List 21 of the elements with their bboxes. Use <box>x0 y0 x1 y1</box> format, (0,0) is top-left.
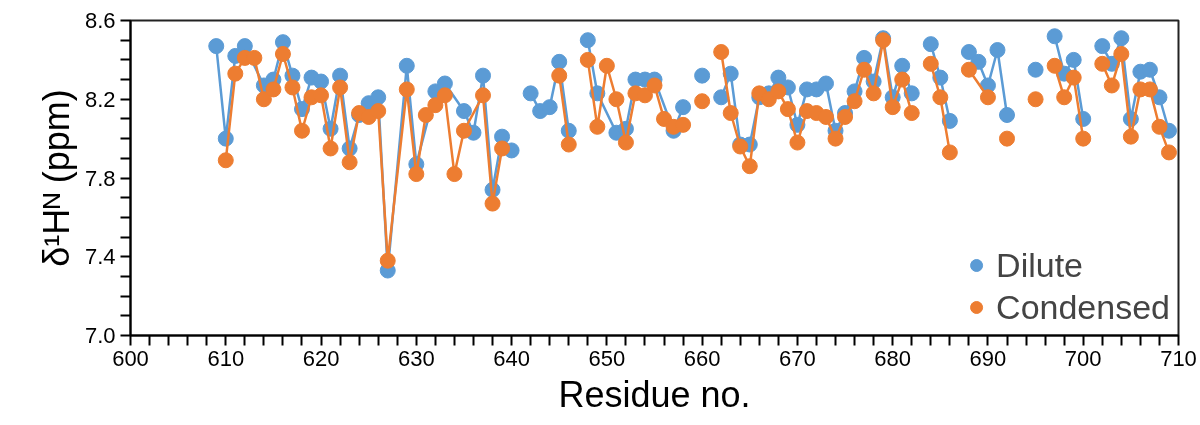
y-tick-label: 8.2 <box>84 86 116 112</box>
legend-label: Dilute <box>996 245 1084 285</box>
x-tick-label: 660 <box>683 345 721 371</box>
y-tick-label: 7.0 <box>84 323 116 348</box>
y-tick-label: 7.8 <box>84 165 116 191</box>
y-tick-label: 8.6 <box>84 8 116 33</box>
x-tick-label: 710 <box>1160 345 1197 371</box>
y-axis-title: δ¹Hᴺ (ppm) <box>35 89 77 267</box>
x-tick-label: 620 <box>302 345 340 371</box>
x-tick-label: 600 <box>112 345 149 371</box>
legend-label: Condensed <box>996 287 1170 327</box>
x-tick-label: 640 <box>493 345 530 371</box>
x-axis-title: Residue no. <box>558 373 751 415</box>
x-tick-label: 690 <box>969 345 1007 371</box>
x-tick-label: 630 <box>397 345 435 371</box>
x-tick-label: 650 <box>588 345 626 371</box>
x-tick-label: 610 <box>207 345 245 371</box>
x-tick-label: 700 <box>1064 345 1102 371</box>
y-tick-label: 7.4 <box>84 244 116 270</box>
x-tick-label: 670 <box>779 345 816 371</box>
x-tick-label: 680 <box>874 345 912 371</box>
